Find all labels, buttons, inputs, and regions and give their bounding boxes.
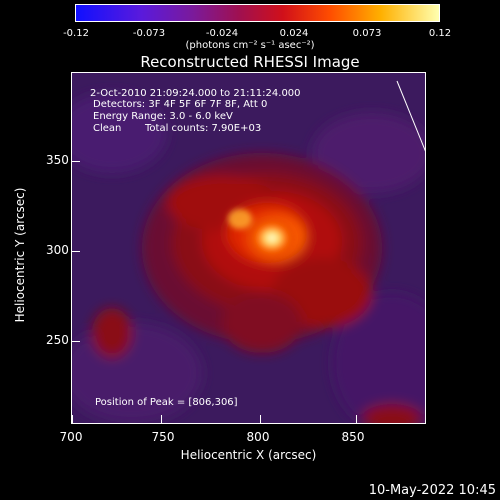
info-peak-position: Position of Peak = [806,306] <box>95 397 238 408</box>
colorbar-tick-label: 0.024 <box>279 28 309 39</box>
rhessi-image <box>72 73 425 423</box>
info-detectors: Detectors: 3F 4F 5F 6F 7F 8F, Att 0 <box>93 99 268 110</box>
colorbar-tick-label: -0.073 <box>132 28 166 39</box>
colorbar-tick-label: 0.12 <box>428 28 452 39</box>
info-energy-range: Energy Range: 3.0 - 6.0 keV <box>93 111 233 122</box>
x-tick-label: 850 <box>341 430 365 444</box>
info-time-range: 2-Oct-2010 21:09:24.000 to 21:11:24.000 <box>90 88 301 99</box>
x-tick-label: 700 <box>59 430 83 444</box>
x-tick-label: 800 <box>246 430 270 444</box>
timestamp: 10-May-2022 10:45 <box>368 483 496 498</box>
x-tick-label: 750 <box>151 430 175 444</box>
y-axis-label: Heliocentric Y (arcsec) <box>13 187 27 323</box>
rhessi-image-panel <box>71 72 426 424</box>
x-axis-label: Heliocentric X (arcsec) <box>180 448 317 462</box>
image-title: Reconstructed RHESSI Image <box>140 53 360 71</box>
info-total-counts: Total counts: 7.90E+03 <box>145 123 262 134</box>
y-tick-label: 300 <box>46 243 69 257</box>
info-clean: Clean <box>93 123 122 134</box>
colorbar-tick-label: -0.12 <box>63 28 89 39</box>
colorbar-units: (photons cm⁻² s⁻¹ asec⁻²) <box>185 40 315 51</box>
y-tick-label: 250 <box>46 333 69 347</box>
y-tick-label: 350 <box>46 153 69 167</box>
colorbar-tick-label: 0.073 <box>352 28 382 39</box>
colorbar-tick-label: -0.024 <box>205 28 239 39</box>
colorbar <box>75 4 440 22</box>
